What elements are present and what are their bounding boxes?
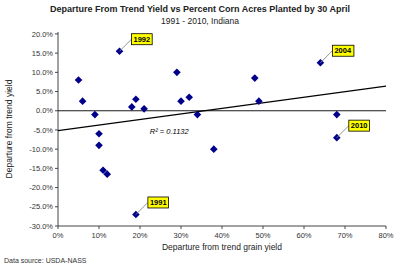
y-tick-label: -10.0% (29, 145, 53, 154)
x-tick (386, 226, 387, 229)
y-tick (55, 129, 58, 130)
point (95, 130, 103, 138)
point (79, 97, 87, 105)
point (255, 97, 263, 105)
x-tick (222, 226, 223, 229)
x-tick (304, 226, 305, 229)
x-tick-label: 70% (337, 231, 352, 240)
y-tick-label: -20.0% (29, 183, 53, 192)
trend-line (58, 86, 386, 131)
label-connector (337, 126, 349, 138)
point (251, 74, 259, 82)
y-tick (55, 53, 58, 54)
label-box (332, 45, 354, 56)
y-tick-label: 20.0% (32, 30, 54, 39)
y-tick (55, 91, 58, 92)
y-tick (55, 110, 58, 111)
label-connector (136, 202, 148, 214)
point-label: 2010 (351, 121, 368, 130)
x-tick-label: 60% (296, 231, 311, 240)
y-tick (55, 168, 58, 169)
y-tick-label: -5.0% (33, 126, 53, 135)
y-axis-label: Departure from trend yield (4, 79, 14, 178)
label-connector (320, 51, 332, 63)
subtitle: 1991 - 2010, Indiana (161, 16, 239, 26)
point (173, 69, 181, 77)
plot-area (58, 47, 386, 218)
source-note: Data source: USDA-NASS (4, 257, 87, 264)
y-tick (55, 72, 58, 73)
point-label: 1991 (150, 198, 167, 207)
x-tick (58, 226, 59, 229)
label-box (349, 120, 370, 131)
chart: Departure From Trend Yield vs Percent Co… (0, 0, 400, 267)
x-tick-label: 80% (378, 231, 393, 240)
y-tick (55, 187, 58, 188)
y-tick-label: 15.0% (32, 49, 54, 58)
point (194, 111, 202, 119)
x-tick (140, 226, 141, 229)
point (333, 111, 341, 119)
y-tick-label: 5.0% (36, 87, 53, 96)
title: Departure From Trend Yield vs Percent Co… (50, 4, 350, 14)
y-tick-label: -30.0% (29, 222, 53, 231)
x-tick-label: 30% (173, 231, 188, 240)
point (140, 105, 148, 113)
point (210, 145, 218, 153)
point (91, 111, 99, 119)
label-box (132, 34, 153, 45)
point (95, 142, 103, 150)
point (132, 95, 140, 103)
x-axis-label: Departure from trend grain yield (162, 242, 282, 252)
x-tick (345, 226, 346, 229)
x-tick-label: 20% (132, 231, 147, 240)
point (185, 94, 193, 102)
y-tick (55, 33, 58, 34)
point (128, 103, 136, 111)
background (0, 0, 400, 267)
point-label: 1992 (134, 35, 151, 44)
label-box (148, 197, 169, 208)
y-tick (55, 149, 58, 150)
x-tick-label: 50% (255, 231, 270, 240)
y-tick-label: 0.0% (36, 106, 53, 115)
annotations: R² = 0.1132 1992 1991 2004 2010 (120, 34, 370, 215)
x-tick (99, 226, 100, 229)
x-tick-label: 40% (214, 231, 229, 240)
x-tick (181, 226, 182, 229)
point-label: 2004 (334, 46, 352, 55)
y-tick-label: 10.0% (32, 68, 54, 77)
y-tick-label: -15.0% (29, 164, 53, 173)
x-tick-label: 10% (91, 231, 106, 240)
r-squared: R² = 0.1132 (150, 127, 190, 136)
point (75, 76, 83, 84)
y-axis-line (58, 32, 59, 226)
y-tick-label: -25.0% (29, 202, 53, 211)
point (177, 97, 185, 105)
point (103, 170, 111, 178)
x-tick-label: 0% (53, 231, 64, 240)
label-connector (120, 39, 132, 51)
x-tick (263, 226, 264, 229)
y-tick (55, 206, 58, 207)
